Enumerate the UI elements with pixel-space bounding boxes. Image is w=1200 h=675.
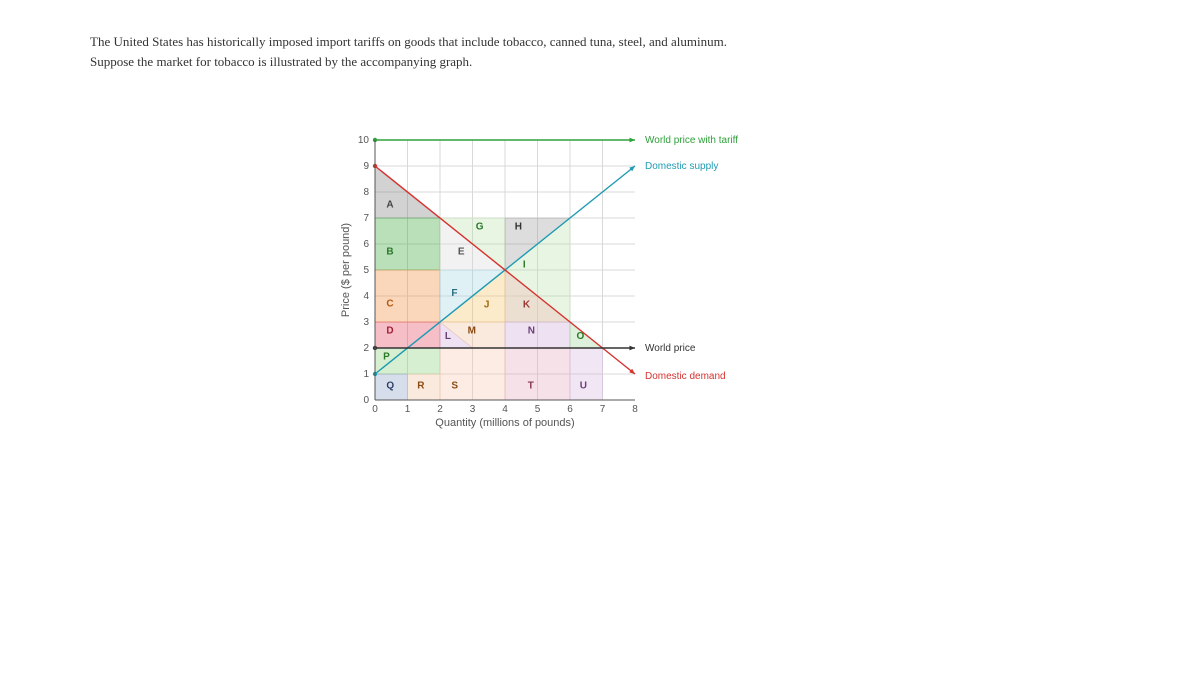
region-label-F: F <box>451 288 457 299</box>
intro-line-1: The United States has historically impos… <box>90 34 727 49</box>
tariff-chart: ABCDPQREFLMSGHIJKNTOU0123456780123456789… <box>335 130 755 430</box>
region-label-G: G <box>476 222 484 233</box>
region-label-T: T <box>528 380 534 391</box>
region-label-B: B <box>386 246 393 257</box>
x-tick: 2 <box>437 404 443 415</box>
tariff-price-line-arrow <box>629 138 635 143</box>
y-tick: 5 <box>363 265 369 276</box>
world-price-line-arrow <box>629 346 635 351</box>
y-tick: 8 <box>363 187 369 198</box>
x-tick: 8 <box>632 404 638 415</box>
region-D <box>375 322 440 348</box>
region-N <box>505 322 570 348</box>
region-label-J: J <box>484 300 490 311</box>
y-tick: 3 <box>363 317 369 328</box>
region-label-U: U <box>580 380 587 391</box>
x-tick: 0 <box>372 404 378 415</box>
page: The United States has historically impos… <box>0 0 1200 675</box>
region-label-K: K <box>523 300 531 311</box>
region-label-A: A <box>386 200 393 211</box>
chart-container: ABCDPQREFLMSGHIJKNTOU0123456780123456789… <box>335 130 755 430</box>
x-tick: 3 <box>470 404 476 415</box>
region-label-L: L <box>445 331 451 342</box>
y-axis-label: Price ($ per pound) <box>340 223 352 317</box>
region-label-E: E <box>458 246 465 257</box>
y-tick: 6 <box>363 239 369 250</box>
region-B <box>375 218 440 270</box>
y-tick: 1 <box>363 369 369 380</box>
region-T <box>505 348 570 400</box>
x-tick: 4 <box>502 404 508 415</box>
y-tick: 10 <box>358 135 370 146</box>
y-tick: 2 <box>363 343 369 354</box>
x-tick: 5 <box>535 404 541 415</box>
y-tick: 9 <box>363 161 369 172</box>
region-label-P: P <box>383 352 390 363</box>
intro-text: The United States has historically impos… <box>90 32 870 71</box>
y-tick: 7 <box>363 213 369 224</box>
intro-line-2: Suppose the market for tobacco is illust… <box>90 54 472 69</box>
region-label-N: N <box>528 326 535 337</box>
legend-world-price: World price <box>645 343 696 354</box>
legend-demand: Domestic demand <box>645 371 726 382</box>
region-label-H: H <box>515 222 522 233</box>
region-label-M: M <box>468 326 476 337</box>
y-tick: 0 <box>363 395 369 406</box>
region-C <box>375 270 440 322</box>
legend-supply: Domestic supply <box>645 161 718 172</box>
x-axis-label: Quantity (millions of pounds) <box>435 417 574 429</box>
region-label-I: I <box>523 259 526 270</box>
region-label-D: D <box>386 326 393 337</box>
x-tick: 7 <box>600 404 606 415</box>
region-label-C: C <box>386 298 393 309</box>
region-U <box>570 348 603 400</box>
region-S <box>440 348 505 400</box>
region-label-Q: Q <box>386 380 394 391</box>
y-tick: 4 <box>363 291 369 302</box>
x-tick: 1 <box>405 404 411 415</box>
region-label-R: R <box>417 380 425 391</box>
x-tick: 6 <box>567 404 573 415</box>
legend-tariff: World price with tariff <box>645 135 738 146</box>
region-label-S: S <box>451 380 458 391</box>
